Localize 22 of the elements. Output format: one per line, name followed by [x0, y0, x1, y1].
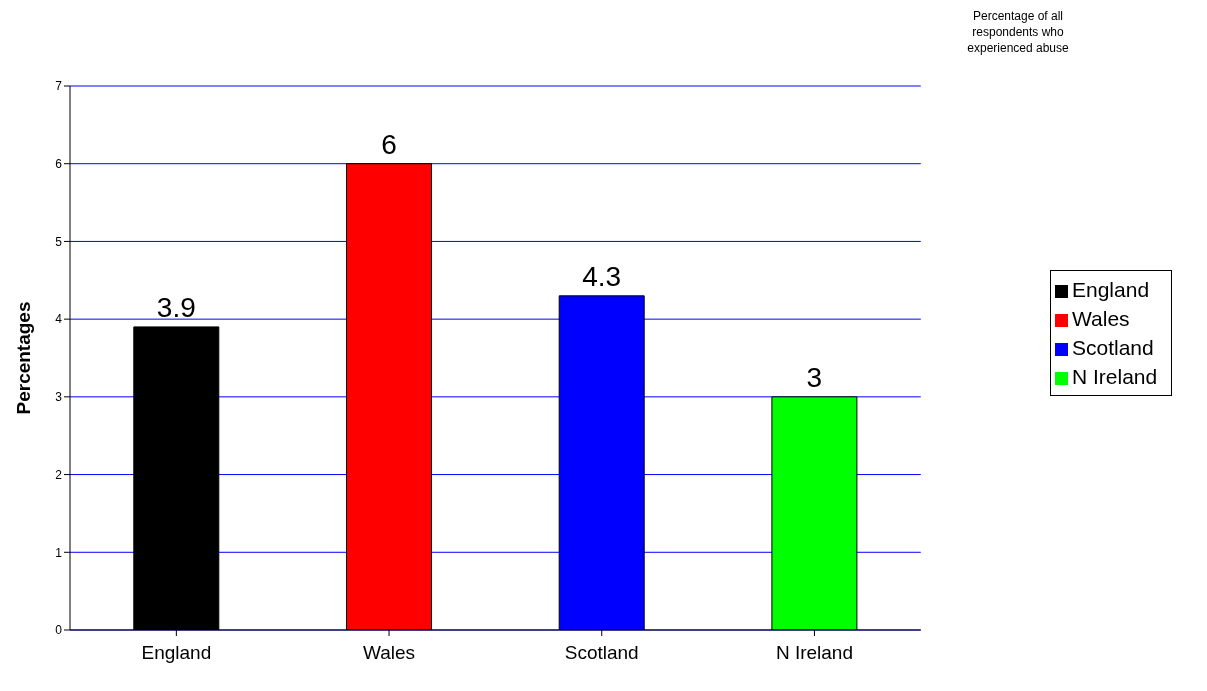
y-tick-label: 0 — [55, 623, 63, 638]
y-tick-label: 6 — [55, 156, 63, 171]
data-label: 3.9 — [156, 291, 196, 323]
data-label: 6 — [381, 128, 397, 160]
y-tick-label: 4 — [55, 312, 63, 327]
x-tick-label: England — [141, 642, 212, 664]
data-label: 3 — [806, 361, 823, 393]
y-tick-label: 5 — [55, 234, 63, 249]
x-tick-label: Scotland — [564, 642, 639, 664]
legend-label: N Ireland — [1072, 365, 1158, 388]
y-tick-label: 3 — [55, 390, 63, 405]
data-label: 4.3 — [582, 260, 622, 292]
text: Percentage of all respondents who experienced abuse — [966, 8, 1070, 56]
y-tick-label: 1 — [55, 545, 63, 560]
y-tick-label: 7 — [55, 79, 63, 94]
legend-label: Wales — [1072, 307, 1130, 330]
legend-label: England — [1072, 278, 1150, 301]
x-tick-label: Wales — [363, 642, 416, 664]
y-axis-title: Percentages — [12, 301, 34, 415]
y-tick-label: 2 — [55, 467, 63, 482]
legend-label: Scotland — [1072, 336, 1154, 359]
x-tick-label: N Ireland — [775, 642, 853, 664]
